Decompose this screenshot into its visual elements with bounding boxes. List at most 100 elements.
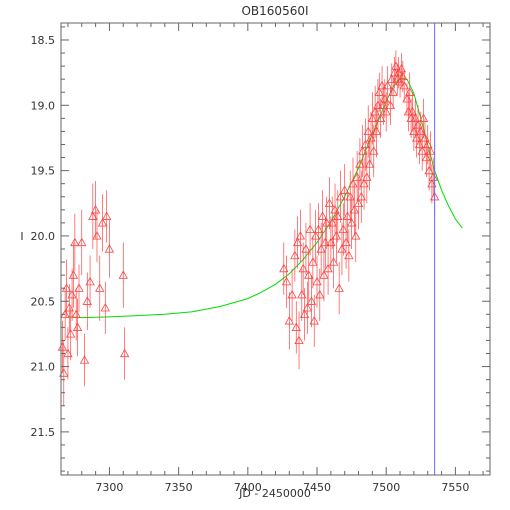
data-point	[279, 263, 289, 273]
data-point	[425, 146, 436, 155]
data-point	[407, 107, 418, 116]
x-tick-label: 7450	[303, 481, 331, 494]
data-point	[92, 231, 102, 240]
data-point	[348, 178, 358, 188]
data-point	[324, 198, 335, 207]
data-point	[74, 283, 84, 292]
data-point	[66, 329, 76, 338]
data-point	[356, 191, 366, 201]
data-point	[370, 107, 380, 116]
data-point	[295, 231, 306, 240]
data-point	[312, 276, 322, 286]
data-point	[90, 204, 101, 214]
data-point	[287, 289, 297, 299]
y-tick-label: 20.0	[31, 230, 56, 243]
data-point	[330, 204, 340, 214]
data-point	[342, 211, 353, 220]
data-point	[369, 146, 379, 155]
data-point	[340, 185, 350, 194]
x-tick-label: 7500	[372, 481, 400, 494]
data-point	[410, 113, 420, 122]
axes-group: 7300 7350 7400 7450 7500 7550 18.5 19.0 19.5 20.0…	[31, 22, 491, 494]
data-point	[344, 250, 354, 260]
data-point	[360, 139, 371, 149]
data-point	[345, 191, 355, 201]
data-point	[297, 289, 307, 299]
data-point	[326, 237, 336, 247]
data-points-group	[57, 50, 440, 406]
x-tick-label: 7400	[234, 481, 262, 494]
data-point	[306, 296, 317, 305]
data-point	[317, 211, 328, 220]
data-point	[337, 244, 347, 253]
data-point	[320, 237, 330, 247]
data-point	[359, 178, 369, 188]
data-point	[79, 355, 90, 364]
data-point	[333, 211, 343, 220]
data-point	[358, 146, 368, 155]
data-point	[402, 93, 412, 103]
x-tick-label: 7550	[441, 481, 469, 494]
data-point	[118, 270, 128, 279]
data-point	[352, 172, 362, 181]
data-point	[299, 309, 310, 318]
data-point	[399, 80, 409, 90]
data-point	[305, 224, 315, 234]
data-point	[294, 335, 304, 345]
data-point	[341, 237, 351, 247]
data-point	[378, 100, 389, 109]
data-point	[388, 87, 398, 96]
data-point	[411, 133, 422, 142]
data-point	[327, 218, 337, 227]
data-point	[77, 237, 87, 247]
data-point	[104, 244, 115, 253]
data-point	[421, 152, 432, 162]
data-point	[373, 100, 383, 109]
data-point	[88, 211, 98, 220]
data-point	[290, 250, 300, 260]
data-point	[281, 276, 292, 286]
data-point	[371, 126, 382, 136]
data-point	[405, 87, 415, 96]
data-point	[420, 133, 430, 142]
data-point	[428, 172, 438, 181]
data-point	[351, 231, 361, 240]
data-point	[308, 257, 318, 266]
data-point	[291, 322, 301, 331]
data-point	[298, 263, 308, 273]
data-point	[387, 74, 397, 83]
data-point	[304, 270, 314, 279]
data-point	[409, 126, 419, 136]
data-point	[377, 80, 387, 90]
x-axis-label: JD - 2450000	[238, 487, 311, 500]
data-point	[57, 342, 68, 351]
data-point	[391, 61, 401, 70]
data-point	[301, 244, 311, 253]
data-point	[335, 191, 346, 201]
data-point	[338, 224, 348, 234]
data-point	[323, 263, 333, 273]
data-point	[95, 283, 105, 292]
y-tick-label: 20.5	[31, 295, 56, 308]
data-point	[64, 302, 74, 312]
data-point	[72, 322, 83, 331]
data-point	[310, 231, 321, 240]
data-point	[319, 270, 329, 279]
data-point	[396, 63, 407, 73]
data-point	[362, 172, 372, 181]
data-point	[316, 244, 326, 253]
data-point	[363, 126, 373, 136]
data-point	[97, 218, 108, 227]
data-point	[381, 107, 391, 116]
data-point	[292, 237, 303, 247]
data-point	[382, 80, 393, 90]
data-point	[424, 165, 434, 175]
data-point	[309, 316, 319, 325]
data-point	[59, 368, 69, 377]
data-point	[284, 316, 295, 325]
data-point	[67, 289, 77, 299]
data-point	[398, 71, 408, 81]
x-tick-label: 7350	[165, 481, 193, 494]
